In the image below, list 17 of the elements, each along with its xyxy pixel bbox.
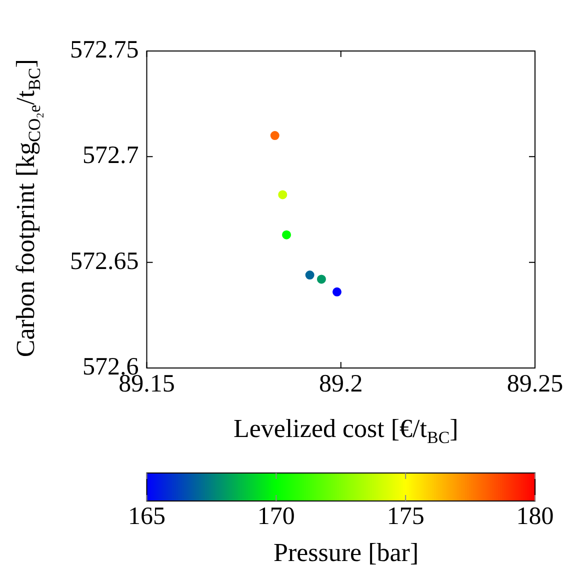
y-tick-label: 572.75: [70, 36, 139, 64]
point: [332, 287, 342, 296]
x-axis-title: Levelized cost [€/t$_{BC}$]: [234, 414, 458, 448]
y-tick-label: 572.65: [70, 248, 139, 275]
point: [305, 270, 314, 280]
y-tick-label: 572.7: [82, 142, 139, 170]
color-bar-label: 175: [386, 503, 424, 530]
x-tick-label: 89.2: [319, 370, 363, 398]
point: [282, 230, 292, 240]
color-bar-label: 170: [257, 503, 295, 530]
point: [278, 190, 288, 200]
point: [316, 274, 326, 284]
color-bar-title: Pressure [bar]: [274, 538, 419, 568]
color-bar-label: 180: [516, 503, 554, 530]
point: [270, 131, 280, 140]
x-tick-label: 89.25: [506, 370, 564, 398]
color-bar-label: 165: [128, 503, 166, 530]
